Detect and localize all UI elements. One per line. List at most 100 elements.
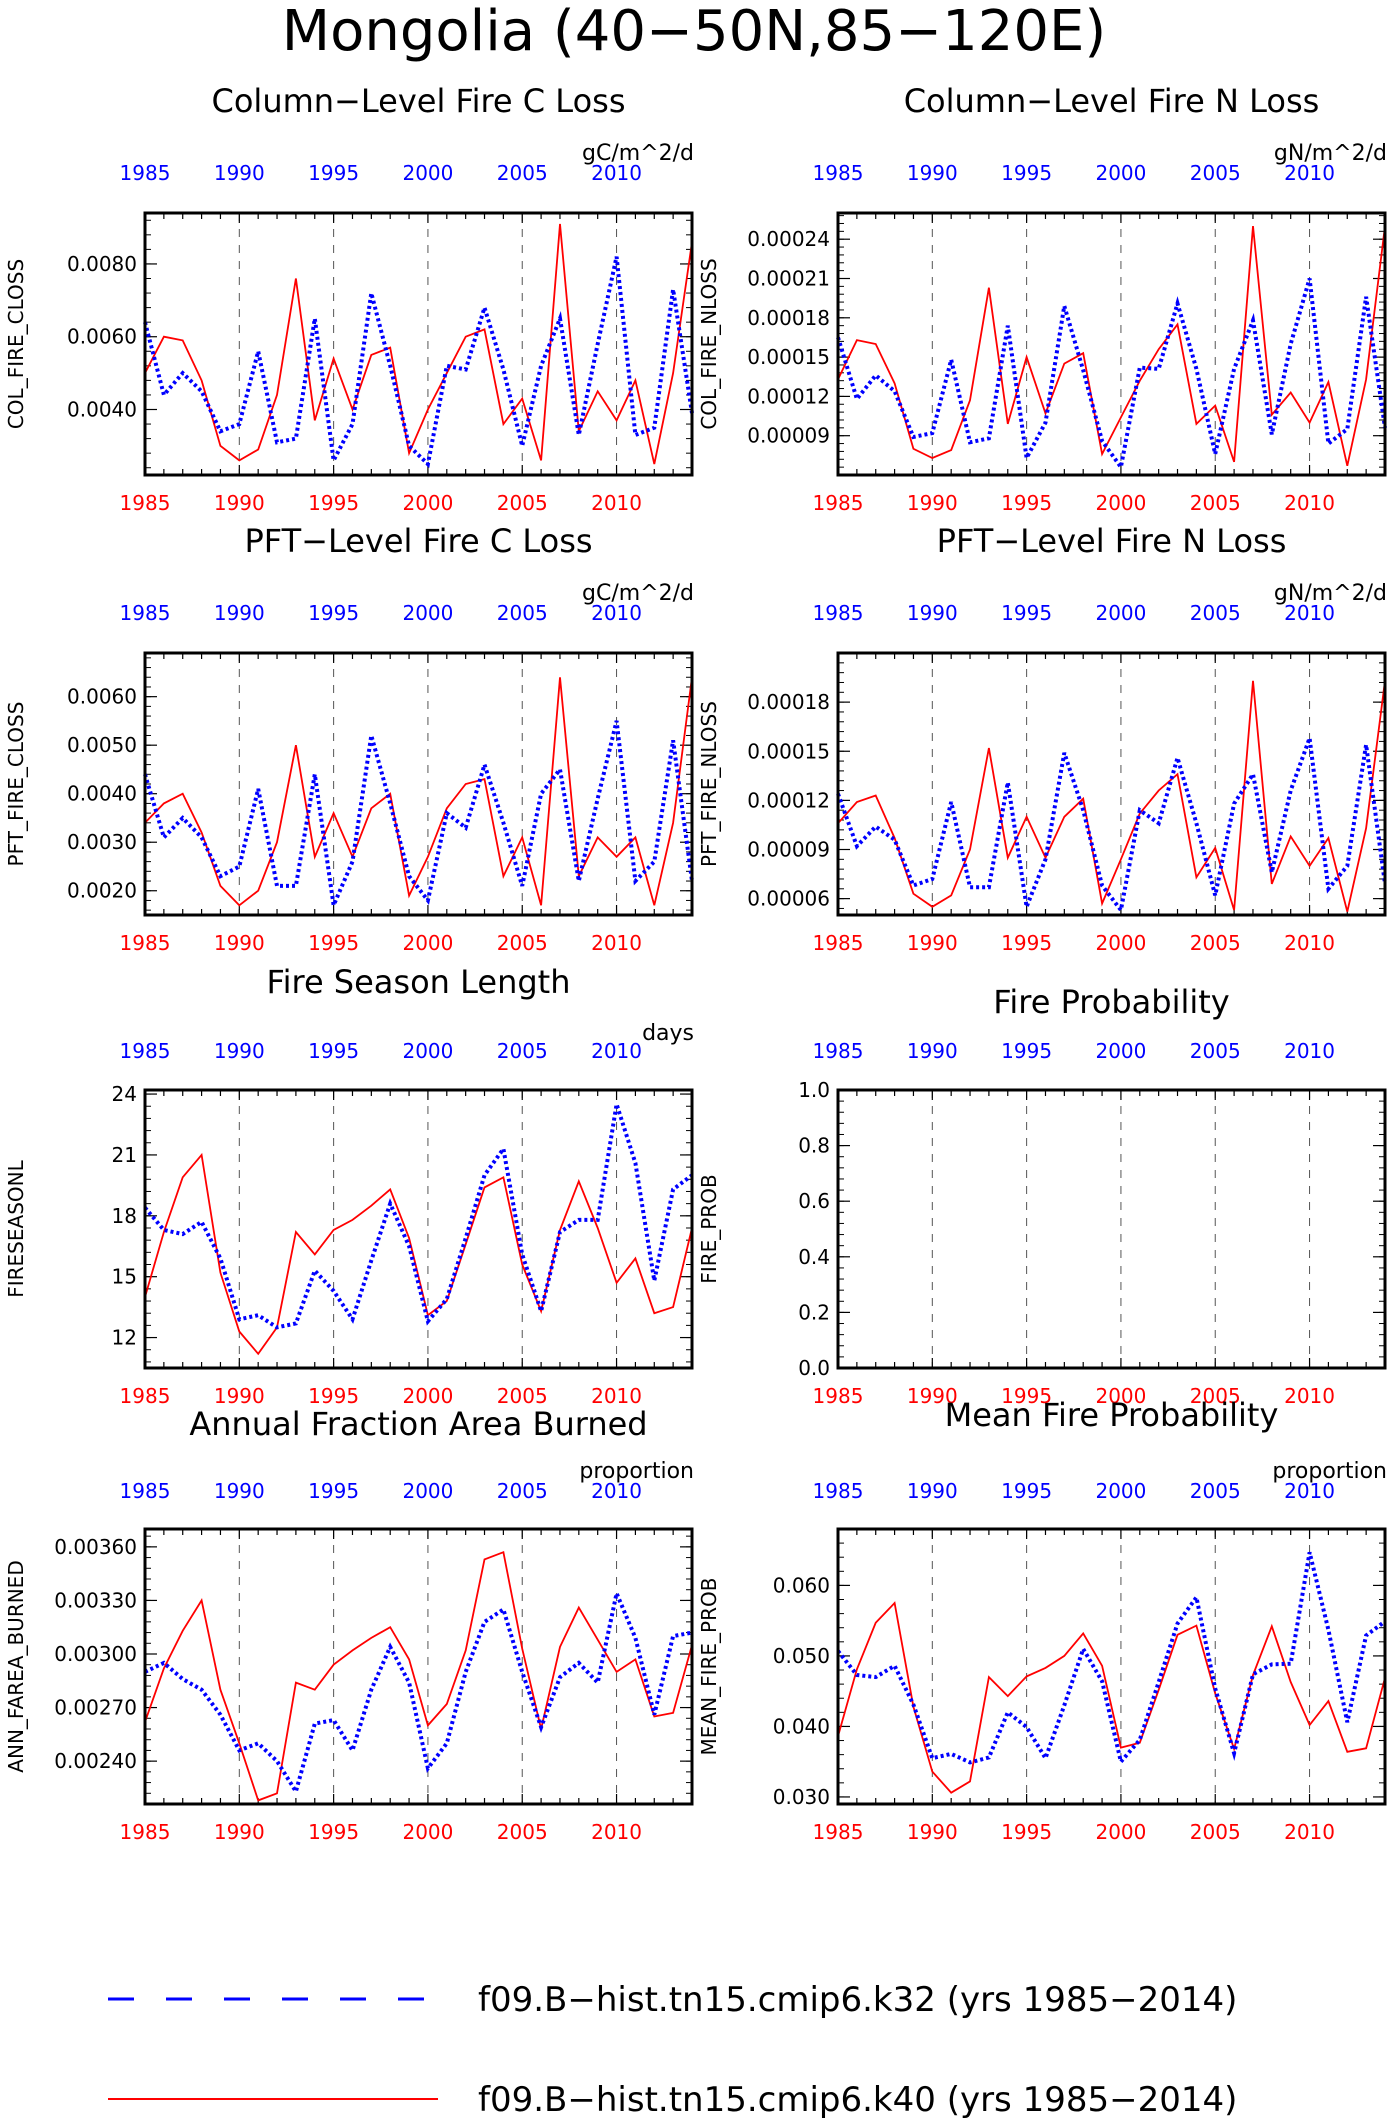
series-line-f09-b-hist-tn15-cmip6-k40	[144, 1152, 693, 1356]
panel-title: PFT−Level Fire N Loss	[937, 522, 1287, 560]
y-tick-label: 0.0	[798, 1356, 830, 1380]
units-label: days	[642, 1021, 694, 1046]
plot-frame	[836, 1527, 1387, 1806]
y-tick-label: 0.00018	[747, 306, 830, 330]
x-tick-label-top: 2010	[591, 601, 642, 625]
x-tick-label-bottom: 1985	[813, 1820, 864, 1844]
x-tick-label-top: 1995	[1001, 161, 1052, 185]
x-tick-label-bottom: 2010	[1284, 1820, 1335, 1844]
x-tick-label-bottom: 1990	[214, 1384, 265, 1408]
y-tick-label: 0.4	[798, 1245, 830, 1269]
y-tick-label: 0.00270	[54, 1696, 137, 1720]
chart-panel-pft-fire-closs: PFT−Level Fire C Loss gC/m^2/d 0.0020 0.003…	[4, 522, 694, 955]
figure-title: Mongolia (40−50N,85−120E)	[282, 0, 1106, 64]
series-line-f09-b-hist-tn15-cmip6-k40	[144, 1550, 693, 1802]
x-tick-label-bottom: 1985	[120, 1820, 171, 1844]
series-line-f09-b-hist-tn15-cmip6-k32	[143, 1103, 694, 1330]
series-line-f09-b-hist-tn15-cmip6-k40	[837, 225, 1386, 466]
plot-frame	[143, 651, 694, 917]
x-tick-label-bottom: 1995	[1001, 1384, 1052, 1408]
x-tick-label-bottom: 2010	[1284, 1384, 1335, 1408]
x-tick-label-top: 1990	[907, 161, 958, 185]
chart-panel-mean-fire-prob: Mean Fire Probability proportion 0.030 0.04…	[697, 1396, 1387, 1844]
series-line-f09-b-hist-tn15-cmip6-k40	[144, 677, 693, 907]
chart-panel-ann-farea-burned: Annual Fraction Area Burned proportion 0.0…	[4, 1405, 694, 1844]
panel-title: Column−Level Fire N Loss	[904, 82, 1320, 120]
y-tick-label: 0.0080	[67, 252, 137, 276]
x-tick-label-top: 1990	[214, 601, 265, 625]
series-line-f09-b-hist-tn15-cmip6-k32	[143, 720, 694, 913]
units-label: gC/m^2/d	[582, 581, 694, 606]
plot-frame	[143, 1527, 694, 1806]
x-tick-label-top: 2000	[402, 601, 453, 625]
x-tick-label-bottom: 2010	[1284, 931, 1335, 955]
y-tick-label: 0.00012	[747, 384, 830, 408]
panel-title: Annual Fraction Area Burned	[189, 1405, 647, 1443]
panel-title: Fire Season Length	[267, 963, 571, 1001]
x-tick-label-bottom: 2000	[1095, 1384, 1146, 1408]
x-tick-label-bottom: 1990	[907, 931, 958, 955]
x-tick-label-bottom: 1995	[308, 491, 359, 515]
x-tick-label-top: 2010	[591, 1039, 642, 1063]
y-tick-label: 0.00021	[747, 267, 830, 291]
x-tick-label-top: 1985	[813, 601, 864, 625]
y-tick-label: 0.00012	[747, 788, 830, 812]
x-tick-label-top: 2000	[1095, 1479, 1146, 1503]
y-tick-label: 0.0020	[67, 879, 137, 903]
x-tick-label-bottom: 2005	[1190, 1384, 1241, 1408]
y-axis-label: FIRESEASONL	[4, 1159, 28, 1297]
units-label: proportion	[579, 1459, 694, 1484]
x-tick-label-top: 1985	[120, 161, 171, 185]
x-tick-label-top: 2000	[402, 161, 453, 185]
y-tick-label: 0.00240	[54, 1749, 137, 1773]
x-tick-label-bottom: 1995	[1001, 931, 1052, 955]
series-line-f09-b-hist-tn15-cmip6-k32	[836, 277, 1387, 473]
x-tick-label-top: 2005	[497, 161, 548, 185]
x-tick-label-top: 1995	[308, 601, 359, 625]
x-tick-label-bottom: 1995	[1001, 491, 1052, 515]
x-tick-label-top: 1995	[1001, 1479, 1052, 1503]
x-tick-label-bottom: 1985	[120, 491, 171, 515]
y-tick-label: 0.0050	[67, 733, 137, 757]
x-tick-label-top: 2010	[1284, 1039, 1335, 1063]
x-tick-label-top: 1985	[813, 161, 864, 185]
x-tick-label-bottom: 1985	[120, 1384, 171, 1408]
legend-label-k40: f09.B−hist.tn15.cmip6.k40 (yrs 1985−2014…	[478, 2080, 1237, 2119]
y-tick-label: 0.030	[773, 1785, 830, 1809]
x-tick-label-bottom: 1995	[308, 1820, 359, 1844]
x-tick-label-bottom: 2000	[402, 931, 453, 955]
x-tick-label-top: 2005	[497, 1039, 548, 1063]
x-tick-label-top: 2010	[1284, 1479, 1335, 1503]
y-tick-label: 0.050	[773, 1644, 830, 1668]
x-tick-label-bottom: 2010	[591, 491, 642, 515]
y-axis-label: COL_FIRE_NLOSS	[697, 258, 721, 429]
y-tick-label: 0.0040	[67, 782, 137, 806]
x-tick-label-bottom: 2005	[1190, 1820, 1241, 1844]
y-tick-label: 0.00015	[747, 345, 830, 369]
chart-panel-col-fire-nloss: Column−Level Fire N Loss gN/m^2/d 0.00009 0…	[697, 82, 1387, 515]
x-tick-label-bottom: 2010	[591, 931, 642, 955]
units-label: proportion	[1272, 1459, 1387, 1484]
units-label: gN/m^2/d	[1274, 581, 1387, 606]
y-axis-label: COL_FIRE_CLOSS	[4, 259, 28, 429]
x-tick-label-top: 2010	[591, 1479, 642, 1503]
panel-title: Column−Level Fire C Loss	[212, 82, 626, 120]
y-tick-label: 0.00015	[747, 739, 830, 763]
y-axis-label: FIRE_PROB	[697, 1174, 721, 1283]
chart-panel-col-fire-closs: Column−Level Fire C Loss gC/m^2/d 0.0040 0.…	[4, 82, 694, 515]
y-tick-label: 0.0060	[67, 325, 137, 349]
plot-frame	[836, 211, 1387, 477]
plot-frame	[836, 651, 1387, 917]
x-tick-label-top: 1990	[907, 1479, 958, 1503]
x-tick-label-top: 2000	[1095, 161, 1146, 185]
x-tick-label-top: 2000	[402, 1479, 453, 1503]
x-tick-label-top: 1990	[214, 1479, 265, 1503]
x-tick-label-bottom: 1995	[308, 931, 359, 955]
x-tick-label-top: 1995	[308, 1479, 359, 1503]
series-line-f09-b-hist-tn15-cmip6-k40	[837, 680, 1386, 912]
x-tick-label-top: 2005	[1190, 161, 1241, 185]
x-tick-label-top: 2005	[497, 1479, 548, 1503]
series-line-f09-b-hist-tn15-cmip6-k32	[836, 737, 1387, 915]
x-tick-label-top: 2005	[1190, 601, 1241, 625]
